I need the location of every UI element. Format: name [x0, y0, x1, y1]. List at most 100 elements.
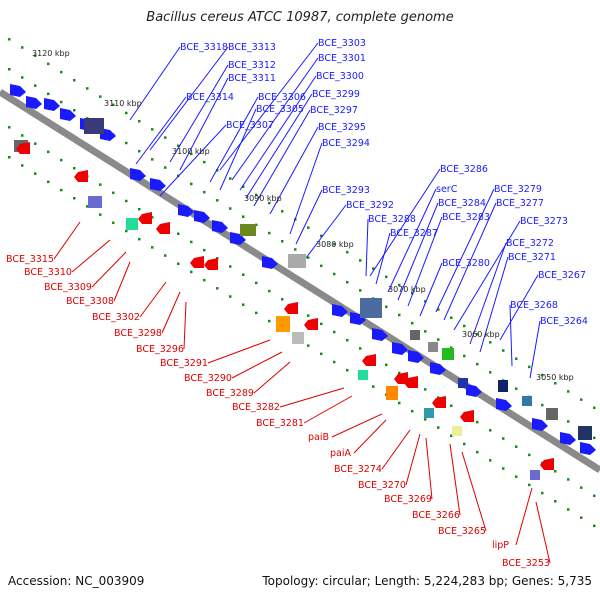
gene-label-reverse: BCE_3253: [502, 558, 550, 569]
gene-label-forward: BCE_3272: [506, 238, 554, 249]
gene-block: [424, 408, 434, 418]
leader-line: [369, 168, 441, 277]
tick-mark: [268, 289, 271, 293]
tick-mark: [424, 418, 427, 421]
gene-label-forward: BCE_3293: [322, 185, 370, 196]
tick-mark: [21, 164, 24, 167]
leader-line: [381, 429, 411, 470]
tick-mark: [216, 169, 219, 172]
leader-line: [425, 437, 433, 500]
leader-line: [129, 46, 181, 121]
gene-block: [498, 380, 508, 392]
leader-line: [449, 443, 461, 516]
tick-mark: [177, 232, 180, 236]
tick-mark: [567, 508, 570, 511]
map-title: Bacillus cereus ATCC 10987, complete gen…: [146, 10, 454, 25]
leader-line: [529, 320, 541, 379]
gene-label-reverse: BCE_3309: [44, 282, 92, 293]
tick-mark: [502, 437, 505, 440]
tick-mark: [541, 403, 544, 407]
leader-line: [219, 108, 257, 191]
tick-mark: [60, 188, 63, 192]
tick-mark: [138, 149, 141, 153]
gene-block: [276, 316, 290, 332]
tick-mark: [73, 196, 76, 200]
tick-mark: [268, 231, 271, 235]
gene-block: [442, 348, 454, 360]
leader-line: [435, 188, 495, 313]
tick-mark: [164, 166, 167, 169]
gene-label-forward: BCE_3288: [368, 214, 416, 225]
leader-line: [71, 239, 111, 273]
tick-mark: [320, 234, 323, 238]
leader-line: [183, 301, 187, 350]
tick-mark: [554, 382, 557, 385]
tick-mark: [34, 54, 37, 57]
leader-line: [269, 126, 319, 215]
forward-gene: [178, 204, 194, 217]
forward-gene: [408, 350, 424, 363]
tick-mark: [138, 119, 141, 123]
gene-label-forward: BCE_3294: [322, 138, 370, 149]
leader-line: [515, 487, 533, 546]
reverse-gene: [304, 318, 318, 330]
forward-gene: [372, 328, 388, 341]
tick-mark: [424, 330, 427, 333]
tick-mark: [424, 300, 427, 303]
leader-line: [453, 220, 521, 331]
gene-block: [358, 370, 368, 380]
tick-mark: [138, 237, 141, 241]
tick-mark: [437, 426, 440, 429]
tick-mark: [190, 152, 193, 156]
kbp-label: 3060 kbp: [462, 330, 500, 339]
tick-mark: [450, 404, 453, 407]
tick-mark: [385, 275, 388, 279]
gene-label-forward: BCE_3318: [180, 42, 228, 53]
tick-mark: [333, 272, 336, 276]
leader-line: [207, 339, 271, 364]
tick-mark: [424, 388, 427, 391]
tick-mark: [515, 357, 518, 360]
tick-mark: [346, 250, 349, 254]
tick-mark: [541, 491, 544, 495]
forward-gene: [392, 342, 408, 355]
tick-mark: [307, 344, 310, 347]
tick-mark: [8, 68, 11, 71]
leader-line: [397, 202, 439, 301]
reverse-gene: [404, 376, 418, 388]
leader-line: [159, 124, 227, 197]
leader-line: [149, 46, 229, 151]
tick-mark: [268, 319, 271, 323]
tick-mark: [47, 62, 50, 66]
reverse-gene: [432, 396, 446, 408]
tick-mark: [8, 126, 11, 129]
tick-mark: [255, 311, 258, 315]
summary-text: Topology: circular; Length: 5,224,283 bp…: [262, 574, 592, 588]
tick-mark: [307, 314, 310, 317]
tick-mark: [164, 136, 167, 139]
leader-line: [53, 221, 81, 260]
leader-line: [91, 251, 127, 288]
gene-label-forward: BCE_3287: [390, 228, 438, 239]
leader-line: [305, 204, 347, 259]
tick-mark: [567, 420, 570, 423]
tick-mark: [463, 442, 466, 446]
forward-gene: [580, 442, 596, 455]
tick-mark: [346, 368, 349, 372]
tick-mark: [21, 76, 24, 79]
tick-mark: [411, 321, 414, 325]
tick-mark: [593, 436, 596, 440]
forward-gene: [496, 398, 512, 411]
gene-label-reverse: lipP: [492, 540, 509, 551]
tick-mark: [359, 259, 362, 262]
reverse-gene: [284, 302, 298, 314]
accession-text: Accession: NC_003909: [8, 574, 145, 588]
gene-label-forward: BCE_3306: [258, 92, 306, 103]
tick-mark: [398, 401, 401, 405]
tick-mark: [190, 270, 193, 274]
leader-line: [231, 351, 283, 379]
forward-gene: [212, 220, 228, 233]
tick-mark: [99, 183, 102, 186]
tick-mark: [320, 264, 323, 268]
gene-label-forward: BCE_3314: [186, 92, 234, 103]
